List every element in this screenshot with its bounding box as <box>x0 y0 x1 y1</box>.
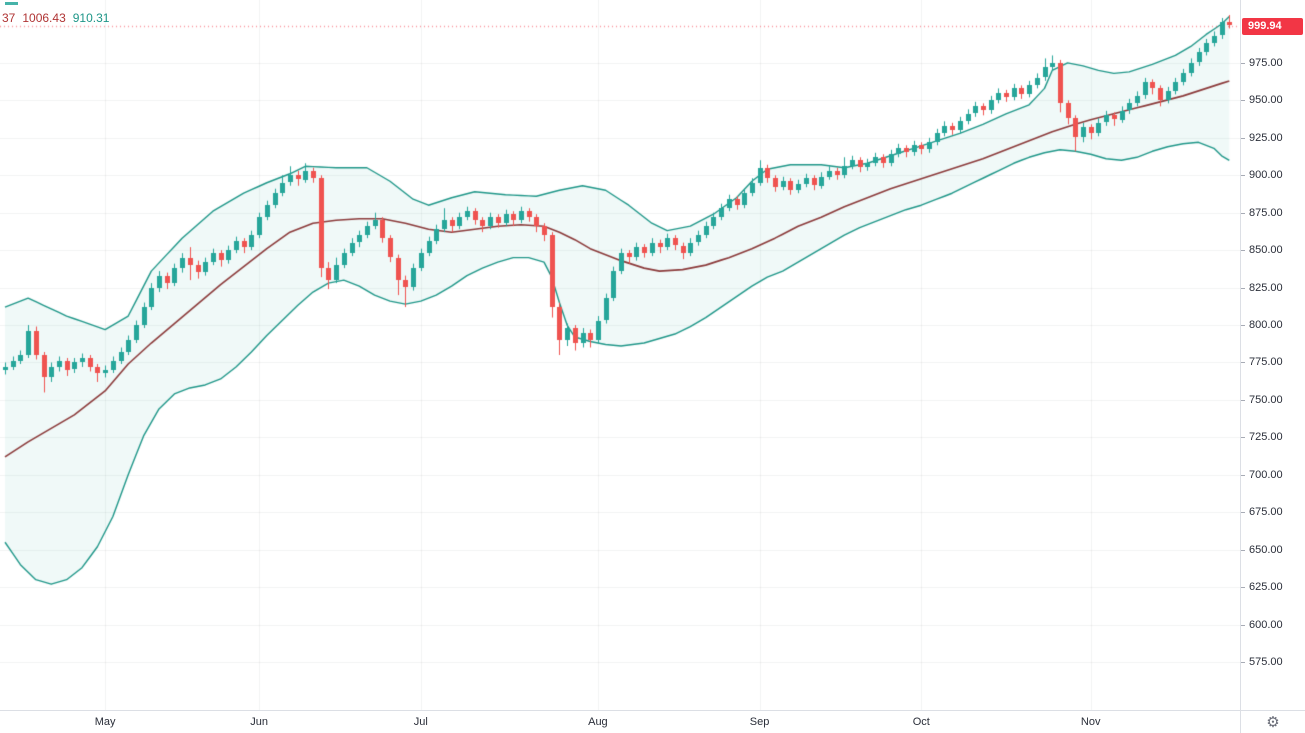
price-axis-label: 900.00 <box>1241 169 1283 182</box>
price-axis[interactable]: 999.94 975.00 950.00 925.00 900.00 875.00 850… <box>1240 0 1305 710</box>
price-axis-label: 725.00 <box>1241 431 1283 444</box>
price-axis-label: 575.00 <box>1241 656 1283 669</box>
time-axis-label: Jul <box>413 716 428 728</box>
time-axis-label: Aug <box>588 716 608 728</box>
time-axis-label: May <box>94 716 116 728</box>
time-axis-label: Jun <box>250 716 268 728</box>
axis-corner: ⚙ <box>1240 710 1305 733</box>
price-axis-label: 925.00 <box>1241 131 1283 144</box>
price-axis-label: 800.00 <box>1241 319 1283 332</box>
legend-marker <box>5 2 18 5</box>
bb-upper-value: 1006.43 <box>22 11 66 25</box>
bb-lower-value: 910.31 <box>72 11 110 25</box>
price-axis-label: 825.00 <box>1241 281 1283 294</box>
price-axis-label: 600.00 <box>1241 618 1283 631</box>
price-axis-label: 775.00 <box>1241 356 1283 369</box>
price-axis-label: 650.00 <box>1241 543 1283 556</box>
price-axis-label: 850.00 <box>1241 244 1283 257</box>
settings-gear-icon[interactable]: ⚙ <box>1266 712 1280 731</box>
last-price-badge: 999.94 <box>1242 17 1303 35</box>
price-axis-label: 950.00 <box>1241 94 1283 107</box>
price-axis-label: 675.00 <box>1241 506 1283 519</box>
price-axis-label: 975.00 <box>1241 56 1283 69</box>
price-axis-label: 875.00 <box>1241 206 1283 219</box>
time-axis-label: Nov <box>1080 716 1101 728</box>
price-axis-label: 750.00 <box>1241 393 1283 406</box>
bb-middle-value: 37 <box>2 11 16 25</box>
price-chart-canvas[interactable] <box>0 0 1240 710</box>
time-axis[interactable]: May Jun Jul Aug Sep Oct Nov <box>0 710 1241 733</box>
price-axis-label: 625.00 <box>1241 581 1283 594</box>
price-axis-label: 700.00 <box>1241 468 1283 481</box>
indicator-legend: 37 1006.43 910.31 <box>2 11 109 25</box>
time-axis-label: Sep <box>749 716 770 728</box>
time-axis-label: Oct <box>912 716 930 728</box>
